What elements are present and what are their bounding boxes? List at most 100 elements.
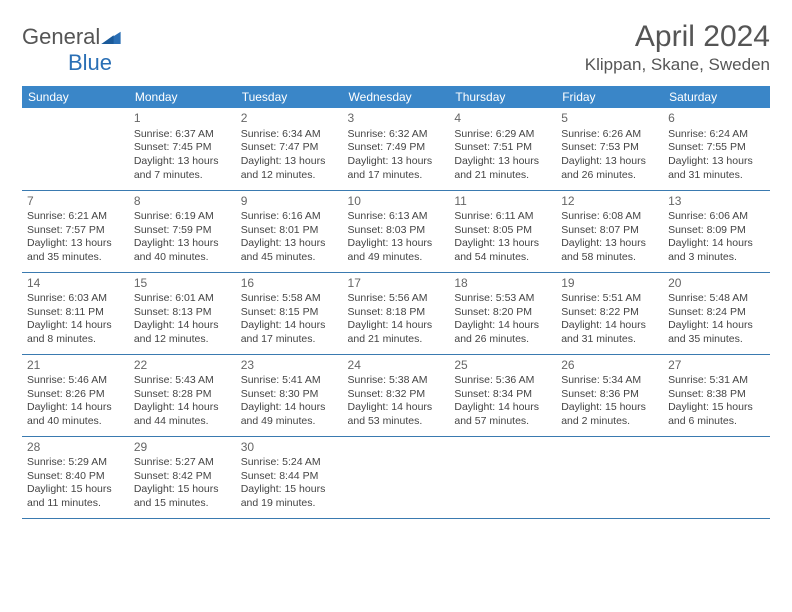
day-number: 3 [348,111,445,127]
day-header: Tuesday [236,86,343,108]
calendar-day-cell: 16Sunrise: 5:58 AMSunset: 8:15 PMDayligh… [236,272,343,354]
sunset-text: Sunset: 8:18 PM [348,306,445,320]
sunset-text: Sunset: 8:22 PM [561,306,658,320]
day-header: Sunday [22,86,129,108]
day-number: 11 [454,194,551,210]
daylight-text: Daylight: 13 hours and 26 minutes. [561,155,658,182]
sunset-text: Sunset: 7:51 PM [454,141,551,155]
sunset-text: Sunset: 8:42 PM [134,470,231,484]
day-number: 19 [561,276,658,292]
calendar-week-row: 28Sunrise: 5:29 AMSunset: 8:40 PMDayligh… [22,436,770,518]
sunset-text: Sunset: 8:28 PM [134,388,231,402]
calendar-day-cell: 5Sunrise: 6:26 AMSunset: 7:53 PMDaylight… [556,108,663,190]
sunset-text: Sunset: 8:30 PM [241,388,338,402]
sunset-text: Sunset: 8:09 PM [668,224,765,238]
sunrise-text: Sunrise: 6:32 AM [348,128,445,142]
calendar-day-cell [449,436,556,518]
daylight-text: Daylight: 15 hours and 2 minutes. [561,401,658,428]
calendar-day-cell: 28Sunrise: 5:29 AMSunset: 8:40 PMDayligh… [22,436,129,518]
daylight-text: Daylight: 14 hours and 44 minutes. [134,401,231,428]
logo-triangle-icon [101,24,121,50]
calendar-day-cell: 19Sunrise: 5:51 AMSunset: 8:22 PMDayligh… [556,272,663,354]
sunset-text: Sunset: 7:49 PM [348,141,445,155]
sunset-text: Sunset: 8:36 PM [561,388,658,402]
calendar-day-cell: 12Sunrise: 6:08 AMSunset: 8:07 PMDayligh… [556,190,663,272]
sunset-text: Sunset: 7:59 PM [134,224,231,238]
sunset-text: Sunset: 8:26 PM [27,388,124,402]
day-header: Monday [129,86,236,108]
calendar-day-cell [22,108,129,190]
calendar-day-cell: 24Sunrise: 5:38 AMSunset: 8:32 PMDayligh… [343,354,450,436]
daylight-text: Daylight: 15 hours and 6 minutes. [668,401,765,428]
sunrise-text: Sunrise: 6:03 AM [27,292,124,306]
calendar-header-row: SundayMondayTuesdayWednesdayThursdayFrid… [22,86,770,108]
day-number: 23 [241,358,338,374]
day-number: 14 [27,276,124,292]
sunrise-text: Sunrise: 5:53 AM [454,292,551,306]
sunset-text: Sunset: 8:38 PM [668,388,765,402]
sunrise-text: Sunrise: 5:31 AM [668,374,765,388]
daylight-text: Daylight: 14 hours and 57 minutes. [454,401,551,428]
logo-text-blue: Blue [68,50,112,76]
sunset-text: Sunset: 8:40 PM [27,470,124,484]
calendar-day-cell: 29Sunrise: 5:27 AMSunset: 8:42 PMDayligh… [129,436,236,518]
day-header: Friday [556,86,663,108]
header: GeneralBlue April 2024 Klippan, Skane, S… [22,20,770,76]
sunrise-text: Sunrise: 6:08 AM [561,210,658,224]
logo-text-general: General [22,24,100,50]
sunset-text: Sunset: 8:15 PM [241,306,338,320]
daylight-text: Daylight: 13 hours and 49 minutes. [348,237,445,264]
day-header: Thursday [449,86,556,108]
day-number: 17 [348,276,445,292]
calendar-day-cell [556,436,663,518]
calendar-day-cell: 13Sunrise: 6:06 AMSunset: 8:09 PMDayligh… [663,190,770,272]
daylight-text: Daylight: 14 hours and 49 minutes. [241,401,338,428]
day-number: 13 [668,194,765,210]
calendar-week-row: 7Sunrise: 6:21 AMSunset: 7:57 PMDaylight… [22,190,770,272]
day-number: 25 [454,358,551,374]
daylight-text: Daylight: 13 hours and 31 minutes. [668,155,765,182]
sunrise-text: Sunrise: 5:46 AM [27,374,124,388]
location: Klippan, Skane, Sweden [585,55,770,75]
daylight-text: Daylight: 14 hours and 26 minutes. [454,319,551,346]
daylight-text: Daylight: 13 hours and 7 minutes. [134,155,231,182]
calendar-day-cell: 2Sunrise: 6:34 AMSunset: 7:47 PMDaylight… [236,108,343,190]
sunset-text: Sunset: 7:57 PM [27,224,124,238]
sunrise-text: Sunrise: 5:43 AM [134,374,231,388]
calendar-day-cell: 18Sunrise: 5:53 AMSunset: 8:20 PMDayligh… [449,272,556,354]
sunrise-text: Sunrise: 5:24 AM [241,456,338,470]
sunrise-text: Sunrise: 5:38 AM [348,374,445,388]
calendar-week-row: 1Sunrise: 6:37 AMSunset: 7:45 PMDaylight… [22,108,770,190]
calendar-day-cell: 22Sunrise: 5:43 AMSunset: 8:28 PMDayligh… [129,354,236,436]
sunrise-text: Sunrise: 5:48 AM [668,292,765,306]
day-number: 20 [668,276,765,292]
sunrise-text: Sunrise: 5:41 AM [241,374,338,388]
day-header: Saturday [663,86,770,108]
calendar-day-cell: 1Sunrise: 6:37 AMSunset: 7:45 PMDaylight… [129,108,236,190]
day-number: 29 [134,440,231,456]
sunrise-text: Sunrise: 6:01 AM [134,292,231,306]
month-title: April 2024 [585,20,770,53]
sunset-text: Sunset: 8:32 PM [348,388,445,402]
daylight-text: Daylight: 14 hours and 21 minutes. [348,319,445,346]
day-number: 27 [668,358,765,374]
calendar-day-cell [343,436,450,518]
sunrise-text: Sunrise: 6:11 AM [454,210,551,224]
daylight-text: Daylight: 14 hours and 31 minutes. [561,319,658,346]
sunrise-text: Sunrise: 6:37 AM [134,128,231,142]
calendar-day-cell [663,436,770,518]
sunrise-text: Sunrise: 6:19 AM [134,210,231,224]
day-number: 7 [27,194,124,210]
sunrise-text: Sunrise: 6:16 AM [241,210,338,224]
sunrise-text: Sunrise: 5:27 AM [134,456,231,470]
day-number: 4 [454,111,551,127]
daylight-text: Daylight: 14 hours and 12 minutes. [134,319,231,346]
sunset-text: Sunset: 8:11 PM [27,306,124,320]
calendar-day-cell: 21Sunrise: 5:46 AMSunset: 8:26 PMDayligh… [22,354,129,436]
day-number: 6 [668,111,765,127]
sunset-text: Sunset: 7:53 PM [561,141,658,155]
sunset-text: Sunset: 8:24 PM [668,306,765,320]
sunset-text: Sunset: 8:05 PM [454,224,551,238]
day-number: 8 [134,194,231,210]
sunset-text: Sunset: 8:07 PM [561,224,658,238]
